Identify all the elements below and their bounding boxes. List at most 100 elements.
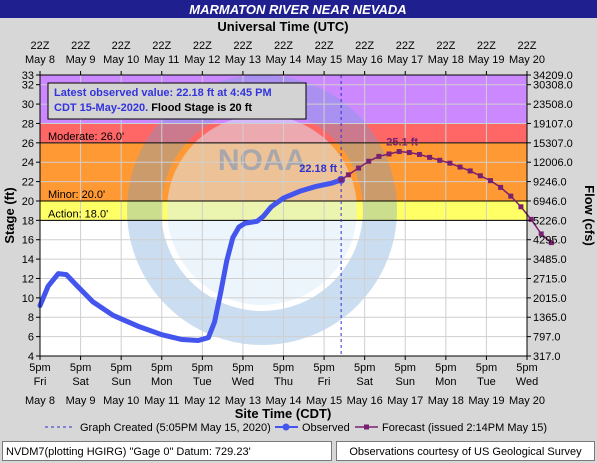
latest-observation-box (47, 82, 307, 120)
forecast-point (487, 178, 493, 184)
time-tick-label: 5pm (192, 362, 213, 374)
noaa-seal-logo: NOAA (218, 144, 306, 177)
info-box-date: CDT 15-May-2020. (54, 102, 148, 114)
utc-date-label: May 8 (25, 54, 55, 66)
forecast-point (508, 193, 514, 199)
legend-observed-label: Observed (302, 422, 350, 434)
time-tick-label: 5pm (29, 362, 50, 374)
y-tick-label: 22 (22, 177, 34, 189)
weekday-tick-label: Wed (516, 376, 538, 388)
flow-tick-label: 6946.0 (533, 196, 567, 208)
utc-tick-label: 22Z (71, 40, 90, 52)
time-tick-label: 5pm (313, 362, 334, 374)
utc-date-label: May 12 (184, 54, 220, 66)
y-tick-label: 12 (22, 273, 34, 285)
observations-credit-footer: Observations courtesy of US Geological S… (336, 441, 595, 461)
date-tick-label: May 17 (387, 395, 423, 407)
top-axis-title: Universal Time (UTC) (217, 19, 348, 34)
time-tick-label: 5pm (476, 362, 497, 374)
flow-tick-label: 2015.0 (533, 293, 567, 305)
legend-forecast-label: Forecast (issued 2:14PM May 15) (382, 422, 547, 434)
flow-tick-label: 30308.0 (533, 80, 573, 92)
date-tick-label: May 9 (66, 395, 96, 407)
gage-datum-footer: NVDM7(plotting HGIRG) "Gage 0" Datum: 72… (2, 441, 332, 461)
utc-tick-label: 22Z (518, 40, 537, 52)
utc-date-label: May 18 (428, 54, 464, 66)
y-tick-label: 18 (22, 215, 34, 227)
stage-line-label: Minor: 20.0' (48, 189, 105, 201)
stage-line-label: Moderate: 26.0' (48, 131, 124, 143)
forecast-point (396, 149, 402, 155)
flow-tick-label: 3485.0 (533, 254, 567, 266)
utc-tick-label: 22Z (355, 40, 374, 52)
y-tick-label: 6 (28, 332, 34, 344)
time-tick-label: 5pm (232, 362, 253, 374)
weekday-tick-label: Tue (477, 376, 496, 388)
date-tick-label: May 10 (103, 395, 139, 407)
forecast-point (538, 231, 544, 237)
utc-tick-label: 22Z (477, 40, 496, 52)
flow-tick-label: 797.0 (533, 332, 561, 344)
y-tick-label: 16 (22, 235, 34, 247)
utc-date-label: May 20 (509, 54, 545, 66)
y-tick-label: 4 (28, 351, 34, 363)
y-tick-label: 20 (22, 196, 34, 208)
forecast-point (437, 157, 443, 163)
forecast-point (498, 184, 504, 190)
y-tick-label: 33 (22, 70, 34, 82)
flow-tick-label: 19107.0 (533, 118, 573, 130)
forecast-point (427, 154, 433, 160)
time-tick-label: 5pm (151, 362, 172, 374)
forecast-point (477, 173, 483, 179)
utc-tick-label: 22Z (436, 40, 455, 52)
forecast-point (366, 158, 372, 164)
info-box-line1: Latest observed value: 22.18 ft at 4:45 … (54, 87, 272, 99)
utc-tick-label: 22Z (274, 40, 293, 52)
latest-value-label: 22.18 ft (299, 163, 337, 175)
forecast-point (548, 240, 554, 246)
utc-tick-label: 22Z (315, 40, 334, 52)
weekday-tick-label: Mon (151, 376, 172, 388)
utc-date-label: May 14 (265, 54, 301, 66)
time-tick-label: 5pm (273, 362, 294, 374)
info-box-flood-stage: Flood Stage is 20 ft (148, 102, 252, 114)
flow-tick-label: 5226.0 (533, 215, 567, 227)
legend-created-label: Graph Created (5:05PM May 15, 2020) (80, 422, 271, 434)
time-tick-label: 5pm (354, 362, 375, 374)
utc-tick-label: 22Z (31, 40, 50, 52)
weekday-tick-label: Fri (34, 376, 47, 388)
flow-tick-label: 23508.0 (533, 99, 573, 111)
forecast-point (416, 151, 422, 157)
time-tick-label: 5pm (516, 362, 537, 374)
weekday-tick-label: Mon (435, 376, 456, 388)
time-tick-label: 5pm (110, 362, 131, 374)
utc-date-label: May 16 (347, 54, 383, 66)
date-tick-label: May 11 (144, 395, 179, 407)
chart-title: MARMATON RIVER NEAR NEVADA (189, 2, 406, 17)
forecast-point (457, 164, 463, 170)
weekday-tick-label: Wed (232, 376, 254, 388)
utc-date-label: May 19 (468, 54, 504, 66)
flow-tick-label: 15307.0 (533, 138, 573, 150)
flow-tick-label: 317.0 (533, 351, 561, 363)
y-tick-label: 8 (28, 312, 34, 324)
date-tick-label: May 13 (225, 395, 261, 407)
utc-tick-label: 22Z (233, 40, 252, 52)
y-tick-label: 30 (22, 99, 34, 111)
time-tick-label: 5pm (435, 362, 456, 374)
title-bar (0, 0, 597, 18)
y-tick-label: 10 (22, 293, 34, 305)
info-box-line2: CDT 15-May-2020. Flood Stage is 20 ft (54, 102, 252, 114)
stage-line-label: Action: 18.0' (48, 208, 108, 220)
y-tick-label: 28 (22, 118, 34, 130)
utc-date-label: May 17 (387, 54, 423, 66)
observed-series-line (37, 177, 344, 343)
forecast-series-line (340, 150, 552, 244)
x-axis-title: Site Time (CDT) (235, 406, 332, 421)
weekday-tick-label: Sun (395, 376, 415, 388)
flow-tick-label: 34209.0 (533, 70, 573, 82)
date-tick-label: May 15 (306, 395, 342, 407)
y-tick-label: 32 (22, 80, 34, 92)
flow-tick-label: 2715.0 (533, 273, 567, 285)
